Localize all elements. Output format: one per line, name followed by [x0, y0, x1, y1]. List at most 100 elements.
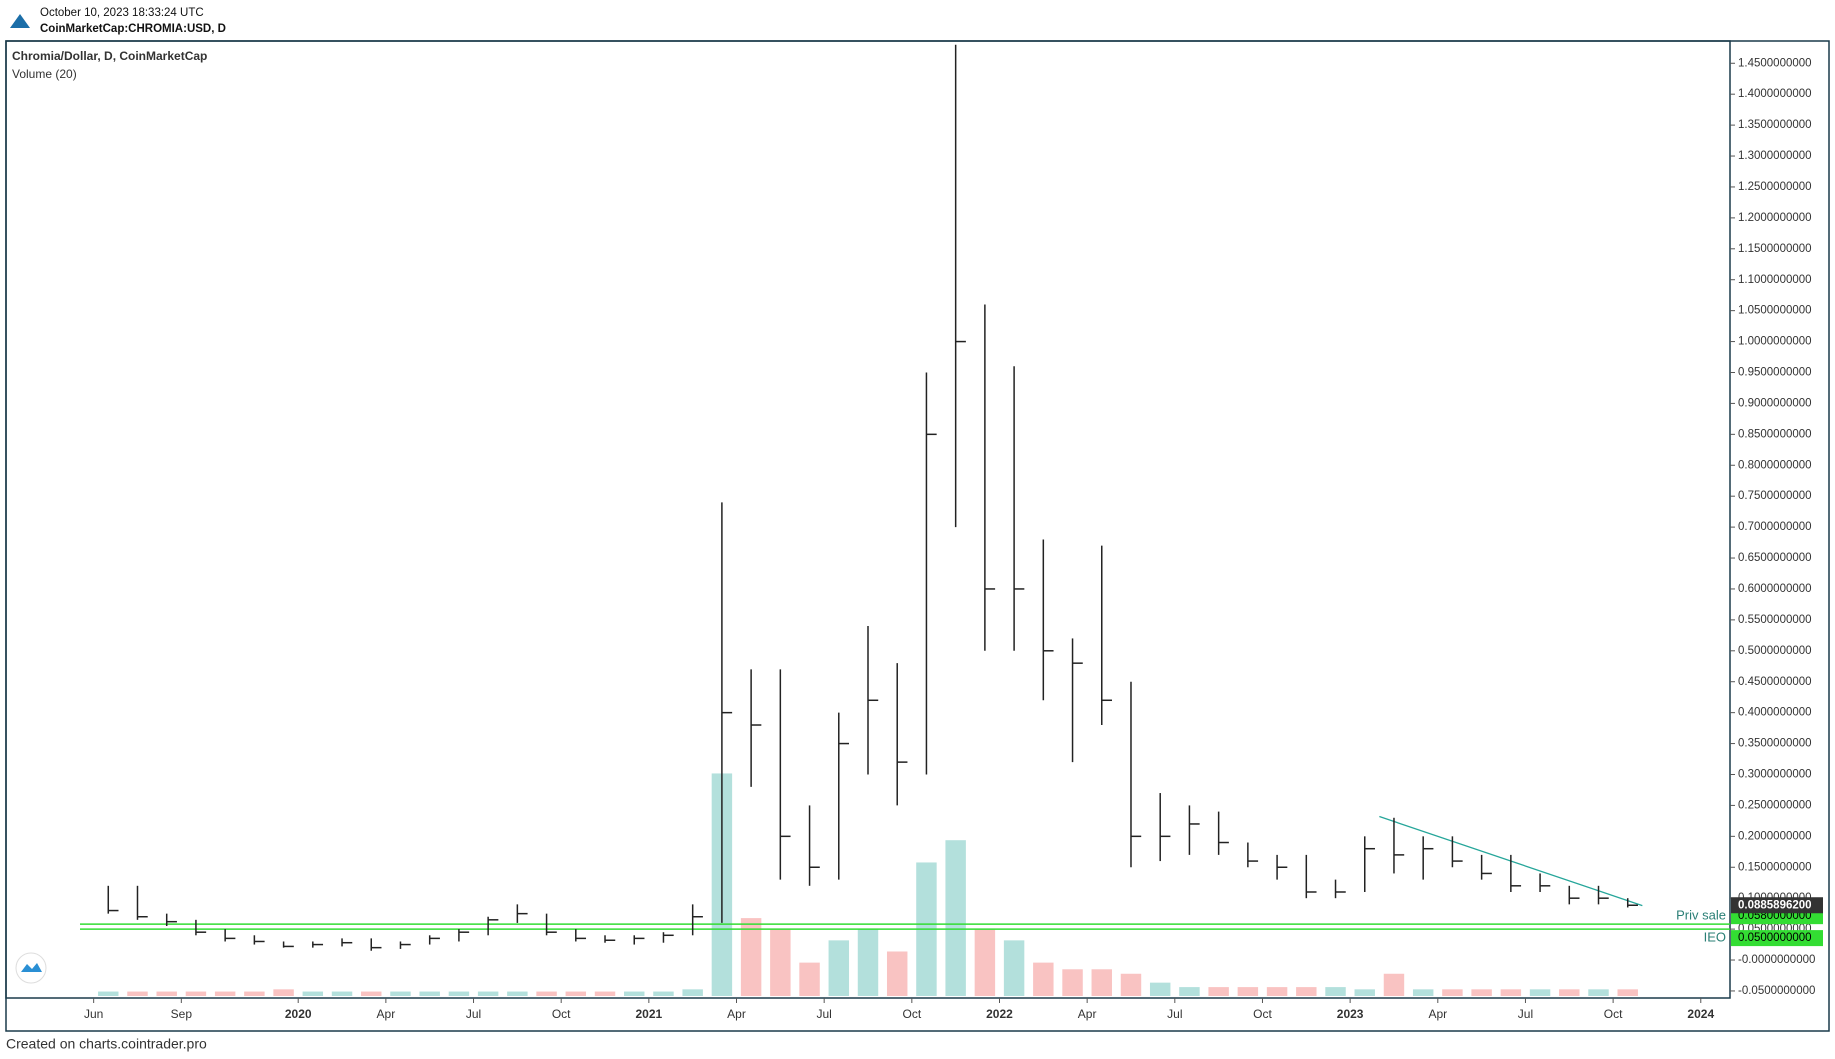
- last-price-label: 0.0885896200: [1738, 899, 1812, 911]
- volume-bar: [682, 989, 703, 996]
- x-tick-label: 2021: [635, 1007, 662, 1021]
- volume-bar: [1471, 989, 1492, 996]
- y-tick-label: 1.0500000000: [1738, 305, 1812, 317]
- volume-bar: [1237, 987, 1259, 996]
- level-name: IEO: [1704, 930, 1726, 945]
- y-tick-label: 1.3000000000: [1738, 150, 1812, 162]
- volume-bar: [624, 991, 645, 996]
- y-tick-label: 1.2000000000: [1738, 212, 1812, 224]
- last-price-box: [1731, 897, 1823, 914]
- y-tick-label: 0.2000000000: [1738, 830, 1812, 842]
- volume-bar: [448, 991, 470, 996]
- x-tick-label: 2023: [1337, 1007, 1364, 1021]
- volume-bar: [1033, 962, 1054, 996]
- volume-bar: [1325, 987, 1346, 996]
- y-tick-label: 0.4000000000: [1738, 707, 1812, 719]
- volume-bar: [1383, 973, 1405, 996]
- volume-bar: [945, 840, 966, 996]
- volume-bar: [828, 940, 850, 996]
- volume-bar: [1149, 982, 1171, 996]
- level-price-label: 0.0500000000: [1738, 932, 1812, 944]
- logo: [10, 14, 30, 28]
- y-tick-label: 0.8000000000: [1738, 459, 1812, 471]
- volume-bar: [361, 991, 382, 996]
- x-tick-label: Apr: [727, 1007, 746, 1021]
- y-tick-label: 1.1000000000: [1738, 274, 1812, 286]
- volume-bar: [127, 991, 148, 996]
- volume-bar: [886, 951, 908, 996]
- y-tick-label: 1.0000000000: [1738, 336, 1812, 348]
- volume-bar: [1062, 969, 1083, 996]
- volume-bar: [857, 929, 879, 996]
- x-tick-label: 2024: [1687, 1007, 1714, 1021]
- y-tick-label: 0.6000000000: [1738, 583, 1812, 595]
- y-tick-label: -0.0000000000: [1738, 954, 1815, 966]
- x-tick-label: 2020: [285, 1007, 312, 1021]
- x-tick-label: Jun: [84, 1007, 103, 1021]
- x-tick-label: Apr: [377, 1007, 396, 1021]
- volume-bar: [507, 991, 528, 996]
- y-tick-label: -0.0500000000: [1738, 985, 1815, 997]
- watermark-glyph: [21, 963, 42, 972]
- volume-bar: [331, 991, 353, 996]
- volume-bar: [419, 991, 440, 996]
- volume-bar: [1296, 987, 1317, 996]
- volume-bar: [740, 918, 762, 996]
- volume-bar: [244, 991, 265, 996]
- x-tick-label: Oct: [552, 1007, 571, 1021]
- x-tick-label: Oct: [1253, 1007, 1272, 1021]
- volume-bar: [1412, 989, 1434, 996]
- level-name: Priv sale: [1676, 908, 1726, 923]
- y-tick-label: 0.5000000000: [1738, 645, 1812, 657]
- outer-frame: [5, 40, 1830, 1032]
- y-tick-label: 0.8500000000: [1738, 428, 1812, 440]
- volume-bar: [1354, 989, 1375, 996]
- chart-title: Chromia/Dollar, D, CoinMarketCap: [12, 49, 207, 63]
- volume-bar: [770, 929, 791, 996]
- volume-bar: [477, 991, 499, 996]
- volume-bar: [594, 991, 616, 996]
- volume-bar: [1529, 989, 1551, 996]
- volume-bar: [1120, 973, 1142, 996]
- volume-title: Volume (20): [12, 67, 77, 81]
- level-price-box: [1731, 930, 1823, 947]
- y-tick-label: 0.1500000000: [1738, 861, 1812, 873]
- volume-bar: [1442, 989, 1463, 996]
- volume-bar: [1588, 989, 1609, 996]
- volume-bar: [185, 991, 207, 996]
- y-tick-label: 1.4000000000: [1738, 88, 1812, 100]
- volume-bar: [1559, 989, 1580, 996]
- volume-bar: [1500, 989, 1522, 996]
- volume-bar: [974, 929, 996, 996]
- x-tick-label: Jul: [466, 1007, 481, 1021]
- volume-bar: [1003, 940, 1025, 996]
- x-tick-label: Apr: [1078, 1007, 1097, 1021]
- volume-bar: [653, 991, 674, 996]
- y-tick-label: 0.7000000000: [1738, 521, 1812, 533]
- y-tick-label: 0.7500000000: [1738, 490, 1812, 502]
- y-tick-label: 0.3500000000: [1738, 738, 1812, 750]
- symbol: CoinMarketCap:CHROMIA:USD, D: [40, 23, 226, 35]
- volume-bar: [565, 991, 587, 996]
- volume-bar: [156, 991, 177, 996]
- y-tick-label: 0.4500000000: [1738, 676, 1812, 688]
- volume-bar: [1617, 989, 1638, 996]
- y-tick-label: 0.3000000000: [1738, 769, 1812, 781]
- footer: Created on charts.cointrader.pro: [6, 1036, 207, 1052]
- volume-bar: [536, 991, 557, 996]
- volume-bar: [1091, 969, 1112, 996]
- y-tick-label: 1.3500000000: [1738, 119, 1812, 131]
- volume-bar: [799, 962, 820, 996]
- y-tick-label: 0.5500000000: [1738, 614, 1812, 626]
- x-tick-label: Jul: [1167, 1007, 1182, 1021]
- x-tick-label: Jul: [816, 1007, 831, 1021]
- y-tick-label: 1.4500000000: [1738, 57, 1812, 69]
- x-tick-label: Apr: [1428, 1007, 1447, 1021]
- volume-bar: [390, 991, 411, 996]
- y-tick-label: 0.9500000000: [1738, 367, 1812, 379]
- x-tick-label: Jul: [1518, 1007, 1533, 1021]
- timestamp: October 10, 2023 18:33:24 UTC: [40, 7, 204, 19]
- volume-bar: [1179, 987, 1200, 996]
